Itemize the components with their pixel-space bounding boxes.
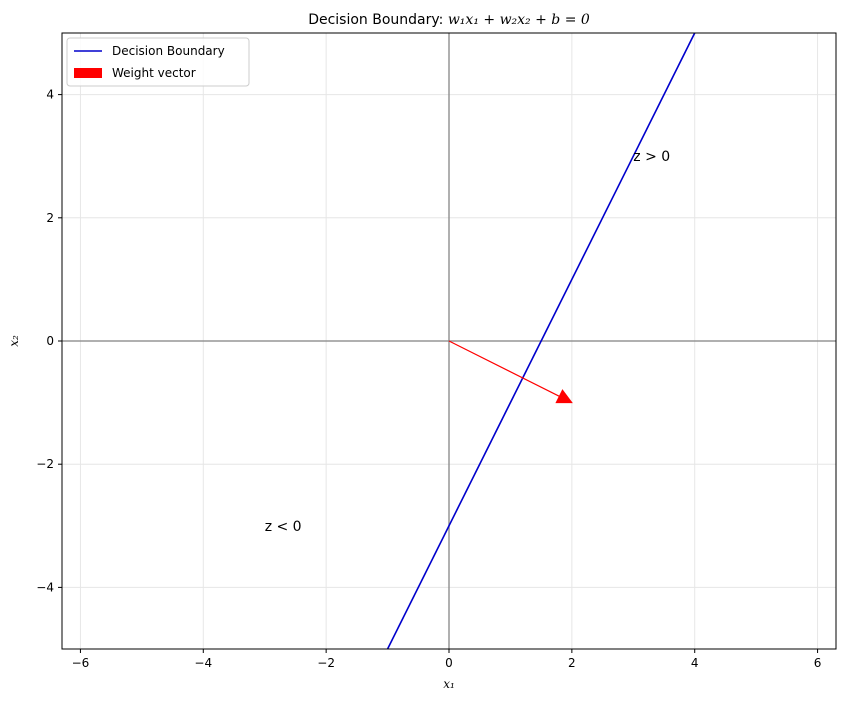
y-tick-label: 2 — [46, 211, 54, 225]
weight-vector-shaft — [448, 340, 560, 397]
x-tick-label: −6 — [72, 656, 90, 670]
y-tick-label: 0 — [46, 334, 54, 348]
legend-label: Decision Boundary — [112, 44, 225, 58]
weight-vector-head — [555, 389, 573, 404]
title-equation: w₁x₁ + w₂x₂ + b = 0 — [448, 12, 590, 28]
legend-arrow-swatch — [74, 68, 102, 78]
x-tick-label: −4 — [194, 656, 212, 670]
ticks: −6 −4 −2 0 2 4 6 −4 −2 0 2 4 — [36, 88, 821, 670]
legend-box — [66, 37, 250, 87]
series — [386, 32, 696, 650]
x-tick-label: 0 — [445, 656, 453, 670]
x-tick-label: −2 — [317, 656, 335, 670]
arrows — [448, 340, 573, 404]
x-axis-label: x₁ — [443, 677, 455, 691]
title-prefix: Decision Boundary: — [308, 12, 448, 28]
chart-title: Decision Boundary: w₁x₁ + w₂x₂ + b = 0 — [308, 12, 590, 28]
legend: Decision Boundary Weight vector — [66, 37, 250, 87]
y-axis-label: x₂ — [7, 335, 21, 347]
x-tick-label: 6 — [814, 656, 822, 670]
region-annotation: z > 0 — [633, 149, 670, 165]
y-tick-label: 4 — [46, 88, 54, 102]
decision-boundary-line — [386, 32, 696, 650]
y-tick-label: −4 — [36, 580, 54, 594]
annotations: z > 0 z < 0 — [265, 149, 670, 535]
x-tick-label: 4 — [691, 656, 699, 670]
region-annotation: z < 0 — [265, 519, 302, 535]
y-tick-label: −2 — [36, 457, 54, 471]
x-tick-label: 2 — [568, 656, 576, 670]
legend-label: Weight vector — [112, 66, 196, 80]
